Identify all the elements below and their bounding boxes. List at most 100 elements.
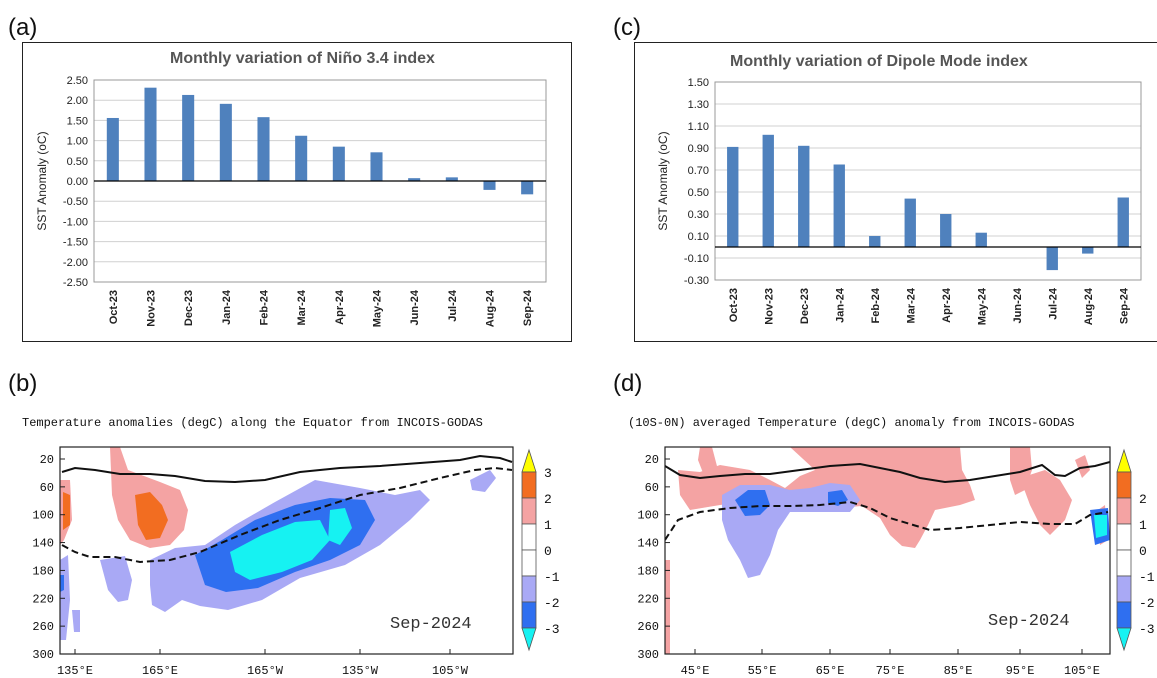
dmi-bar bbox=[727, 146, 739, 247]
strong-warm-anomaly-region bbox=[135, 492, 168, 540]
io-lon-tick-label: 45°E bbox=[681, 664, 710, 678]
nino34-x-tick-label: Feb-24 bbox=[259, 289, 271, 325]
nino34-x-tick-label: Mar-24 bbox=[296, 289, 308, 325]
very-strong-cool-anomaly-region bbox=[1094, 515, 1107, 538]
nino34-y-tick-label: -0.50 bbox=[63, 196, 88, 208]
io-colorbar-segment bbox=[1116, 549, 1132, 577]
io-depth-tick-label: 60 bbox=[645, 481, 659, 495]
equator-depth-tick-label: 260 bbox=[32, 620, 54, 634]
io-lon-tick-label: 55°E bbox=[748, 664, 777, 678]
nino34-bar bbox=[445, 177, 458, 181]
equator-depth-tick-label: 180 bbox=[32, 564, 54, 578]
equator-depth-tick-label: 140 bbox=[32, 537, 54, 551]
io-lon-tick-label: 95°E bbox=[1006, 664, 1035, 678]
dmi-bar bbox=[1046, 247, 1058, 271]
nino34-x-tick-label: Dec-23 bbox=[183, 290, 195, 326]
nino34-bar bbox=[332, 146, 345, 181]
io-depth-tick-label: 260 bbox=[637, 620, 659, 634]
dmi-bar bbox=[975, 232, 987, 247]
io-colorbar-top-triangle bbox=[1116, 448, 1132, 473]
dmi-y-tick-label: 0.10 bbox=[688, 231, 709, 243]
equator-colorbar-bottom-triangle bbox=[521, 627, 537, 652]
nino34-y-tick-label: 0.50 bbox=[67, 156, 88, 168]
strong-cool-anomaly-region bbox=[735, 490, 770, 516]
nino34-y-tick-label: 2.00 bbox=[67, 95, 88, 107]
io-depth-tick-label: 220 bbox=[637, 592, 659, 606]
dmi-y-tick-label: 1.50 bbox=[688, 77, 709, 89]
nino34-x-tick-label: Sep-24 bbox=[522, 289, 534, 326]
io-colorbar-label: -1 bbox=[1139, 570, 1155, 585]
nino34-x-tick-label: Jan-24 bbox=[221, 289, 233, 325]
equator-colorbar-label: -2 bbox=[544, 596, 560, 611]
io-colorbar-segment bbox=[1116, 575, 1132, 603]
dmi-x-tick-label: Jan-24 bbox=[834, 287, 846, 323]
equator-colorbar-label: 2 bbox=[544, 492, 552, 507]
equator-depth-tick-label: 220 bbox=[32, 592, 54, 606]
nino34-y-tick-label: -2.50 bbox=[63, 277, 88, 289]
nino34-x-tick-label: Apr-24 bbox=[334, 289, 346, 325]
nino34-y-tick-label: 1.50 bbox=[67, 115, 88, 127]
dmi-y-tick-label: -0.30 bbox=[684, 275, 709, 287]
dmi-bar bbox=[798, 145, 810, 247]
nino34-y-tick-label: -1.50 bbox=[63, 237, 88, 249]
dmi-x-tick-label: Dec-23 bbox=[799, 288, 811, 324]
equator-colorbar-label: 0 bbox=[544, 544, 552, 559]
nino34-bar bbox=[257, 117, 270, 181]
nino34-chart-frame bbox=[22, 42, 572, 342]
dmi-bar bbox=[1082, 247, 1094, 254]
nino34-bar bbox=[370, 152, 383, 181]
panel-label-d: (d) bbox=[613, 370, 643, 397]
io-lon-tick-label: 85°E bbox=[944, 664, 973, 678]
nino34-bar bbox=[295, 135, 308, 181]
io-depth-tick-label: 300 bbox=[637, 648, 659, 662]
dmi-bar bbox=[762, 134, 774, 247]
io-depth-tick-label: 140 bbox=[637, 537, 659, 551]
io-colorbar-label: 0 bbox=[1139, 544, 1147, 559]
isotherm-line bbox=[665, 461, 1110, 484]
io-colorbar-bottom-triangle bbox=[1116, 627, 1132, 652]
io-colorbar-segment bbox=[1116, 523, 1132, 551]
dmi-y-tick-label: 1.10 bbox=[688, 121, 709, 133]
panel-label-c: (c) bbox=[613, 14, 641, 41]
dmi-y-tick-label: 0.90 bbox=[688, 143, 709, 155]
equator-section-title: Temperature anomalies (degC) along the E… bbox=[22, 416, 483, 430]
dmi-bar bbox=[1117, 197, 1129, 247]
dmi-y-tick-label: 0.30 bbox=[688, 209, 709, 221]
nino34-bar bbox=[521, 181, 534, 195]
isotherm-line bbox=[61, 454, 513, 484]
equator-lon-tick-label: 105°W bbox=[432, 664, 469, 678]
nino34-x-tick-label: May-24 bbox=[372, 289, 384, 327]
dmi-x-tick-label: Jun-24 bbox=[1012, 287, 1024, 323]
io-depth-tick-label: 100 bbox=[637, 509, 659, 523]
nino34-x-tick-label: Aug-24 bbox=[485, 289, 497, 327]
climatology-isotherm-line bbox=[61, 466, 513, 564]
io-lon-tick-label: 105°E bbox=[1064, 664, 1100, 678]
equator-colorbar-label: -1 bbox=[544, 570, 560, 585]
nino34-y-tick-label: 0.00 bbox=[67, 176, 88, 188]
nino34-x-tick-label: Jul-24 bbox=[447, 289, 459, 322]
equator-depth-tick-label: 20 bbox=[40, 453, 54, 467]
dmi-y-axis-label: SST Anomaly (oC) bbox=[656, 131, 670, 230]
nino34-bar bbox=[182, 94, 195, 181]
equator-lon-tick-label: 165°E bbox=[142, 664, 178, 678]
nino34-bar bbox=[483, 181, 496, 190]
io-lon-tick-label: 75°E bbox=[876, 664, 905, 678]
io-depth-tick-label: 180 bbox=[637, 564, 659, 578]
io-colorbar-label: 2 bbox=[1139, 492, 1147, 507]
dmi-x-tick-label: Feb-24 bbox=[870, 287, 882, 323]
nino34-y-tick-label: -1.00 bbox=[63, 216, 88, 228]
panel-label-b: (b) bbox=[8, 370, 38, 397]
dmi-x-tick-label: May-24 bbox=[976, 287, 988, 325]
nino34-bar bbox=[408, 178, 421, 181]
dmi-y-tick-label: 1.30 bbox=[688, 99, 709, 111]
dmi-bar bbox=[869, 236, 881, 247]
io-colorbar-segment bbox=[1116, 497, 1132, 525]
equator-lon-tick-label: 135°W bbox=[342, 664, 379, 678]
panel-label-a: (a) bbox=[8, 14, 38, 41]
strong-warm-anomaly-region bbox=[63, 492, 70, 530]
dmi-y-tick-label: -0.10 bbox=[684, 253, 709, 265]
dmi-x-tick-label: Mar-24 bbox=[905, 287, 917, 323]
